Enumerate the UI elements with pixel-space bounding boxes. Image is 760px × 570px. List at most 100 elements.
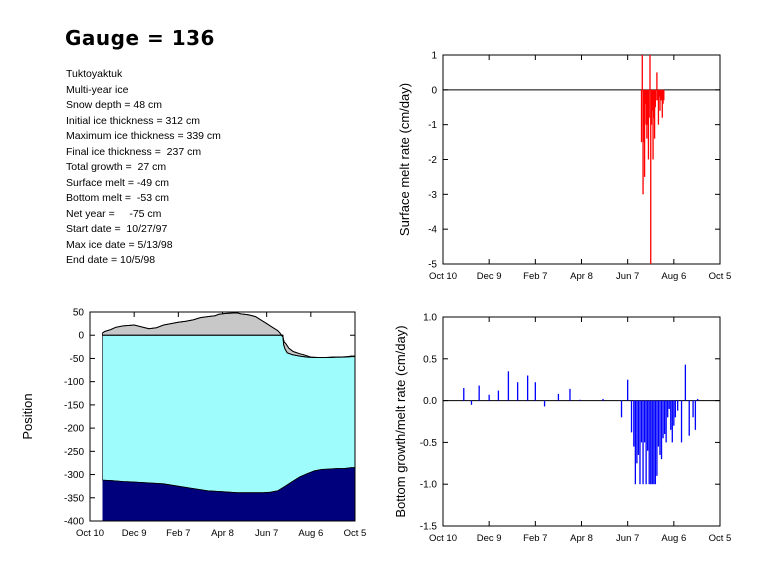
y-tick-label: 0.0: [423, 396, 437, 407]
y-tick-label: 50: [73, 308, 85, 319]
bar: [655, 89, 657, 101]
bar: [667, 400, 669, 418]
bar: [659, 89, 661, 111]
x-tick-label: Apr 8: [570, 271, 593, 282]
bar: [636, 400, 638, 464]
y-axis-label: Position: [20, 393, 35, 439]
bar: [579, 399, 581, 401]
bar: [658, 89, 660, 97]
bar: [637, 400, 640, 455]
bar: [662, 400, 664, 439]
bar: [651, 400, 653, 485]
bar: [526, 375, 529, 401]
x-tick-label: Apr 8: [570, 533, 593, 544]
y-tick-label: -1.0: [420, 480, 438, 491]
bar: [648, 89, 650, 118]
x-tick-label: Aug 6: [661, 533, 686, 544]
bar: [660, 400, 663, 460]
info-line: Surface melt = -49 cm: [66, 176, 169, 189]
info-line: Start date = 10/27/97: [66, 223, 168, 235]
x-tick-label: Dec 9: [122, 528, 147, 539]
x-tick-label: Jun 7: [255, 528, 278, 539]
bar: [642, 400, 644, 485]
plot-frame: [89, 311, 356, 522]
bar: [470, 400, 473, 405]
bar: [639, 400, 641, 485]
bar: [534, 382, 536, 401]
bar: [677, 400, 679, 411]
x-tick-label: Dec 9: [477, 271, 502, 282]
x-tick-label: Oct 10: [76, 528, 104, 539]
bar: [620, 400, 623, 418]
y-axis-label: Bottom growth/melt rate (cm/day): [393, 325, 408, 517]
bar: [497, 390, 500, 401]
y-tick-label: -1.5: [420, 522, 438, 533]
ice-area: [102, 334, 356, 494]
y-tick-label: -350: [64, 493, 84, 504]
x-tick-label: Apr 8: [211, 528, 234, 539]
info-line: Max ice date = 5/13/98: [66, 238, 173, 251]
bar: [680, 400, 683, 443]
bar: [650, 89, 653, 125]
y-tick-label: -100: [64, 377, 84, 388]
bar: [692, 400, 694, 418]
bar: [652, 89, 654, 160]
bar: [657, 89, 660, 125]
bar: [684, 364, 687, 401]
info-line: Final ice thickness = 237 cm: [66, 145, 202, 158]
bar: [627, 379, 629, 401]
bar: [463, 388, 465, 401]
bar: [543, 400, 546, 407]
bar: [651, 89, 653, 111]
bar: [640, 89, 643, 143]
y-axis-label: Surface melt rate (cm/day): [397, 83, 412, 236]
bar: [647, 400, 649, 451]
info-line: Tuktoyaktuk: [66, 68, 123, 80]
bar: [640, 400, 643, 443]
bar: [649, 55, 651, 90]
x-tick-label: Oct 5: [344, 528, 367, 539]
y-tick-label: -5: [428, 260, 437, 271]
y-tick-label: 0: [78, 331, 84, 342]
info-line: Snow depth = 48 cm: [66, 99, 163, 111]
y-tick-label: -2: [428, 155, 437, 166]
y-tick-label: -200: [64, 424, 84, 435]
y-tick-label: 0: [431, 85, 437, 96]
bar: [663, 400, 666, 435]
bar: [507, 371, 510, 401]
x-tick-label: Feb 7: [523, 533, 547, 544]
y-tick-label: -3: [428, 190, 437, 201]
bar: [647, 89, 649, 125]
station-info: Tuktoyaktuk Multi-year ice Snow depth = 48…: [66, 67, 221, 269]
bar: [602, 398, 604, 401]
x-tick-label: Oct 10: [429, 271, 457, 282]
bar: [557, 393, 560, 401]
x-tick-label: Feb 7: [166, 528, 190, 539]
x-tick-label: Feb 7: [523, 271, 547, 282]
bar: [688, 400, 690, 436]
x-tick-label: Aug 6: [298, 528, 323, 539]
bar: [661, 89, 663, 118]
info-line: Bottom melt = -53 cm: [66, 192, 169, 204]
info-line: Initial ice thickness = 312 cm: [66, 114, 200, 127]
bar: [569, 388, 571, 401]
x-tick-label: Jun 7: [616, 271, 639, 282]
bar: [630, 400, 633, 433]
y-tick-label: 1.0: [423, 313, 437, 324]
info-line: Multi-year ice: [66, 83, 129, 96]
plot-frame: [442, 54, 721, 265]
bar: [633, 400, 635, 447]
bar: [674, 400, 677, 418]
bar: [647, 89, 650, 160]
bar: [648, 400, 650, 485]
bar: [659, 400, 661, 455]
x-tick-label: Aug 6: [661, 271, 686, 282]
y-tick-label: 1: [431, 51, 437, 62]
bar: [641, 55, 643, 90]
bar: [662, 89, 664, 104]
bar: [654, 89, 657, 108]
bar: [656, 400, 658, 476]
